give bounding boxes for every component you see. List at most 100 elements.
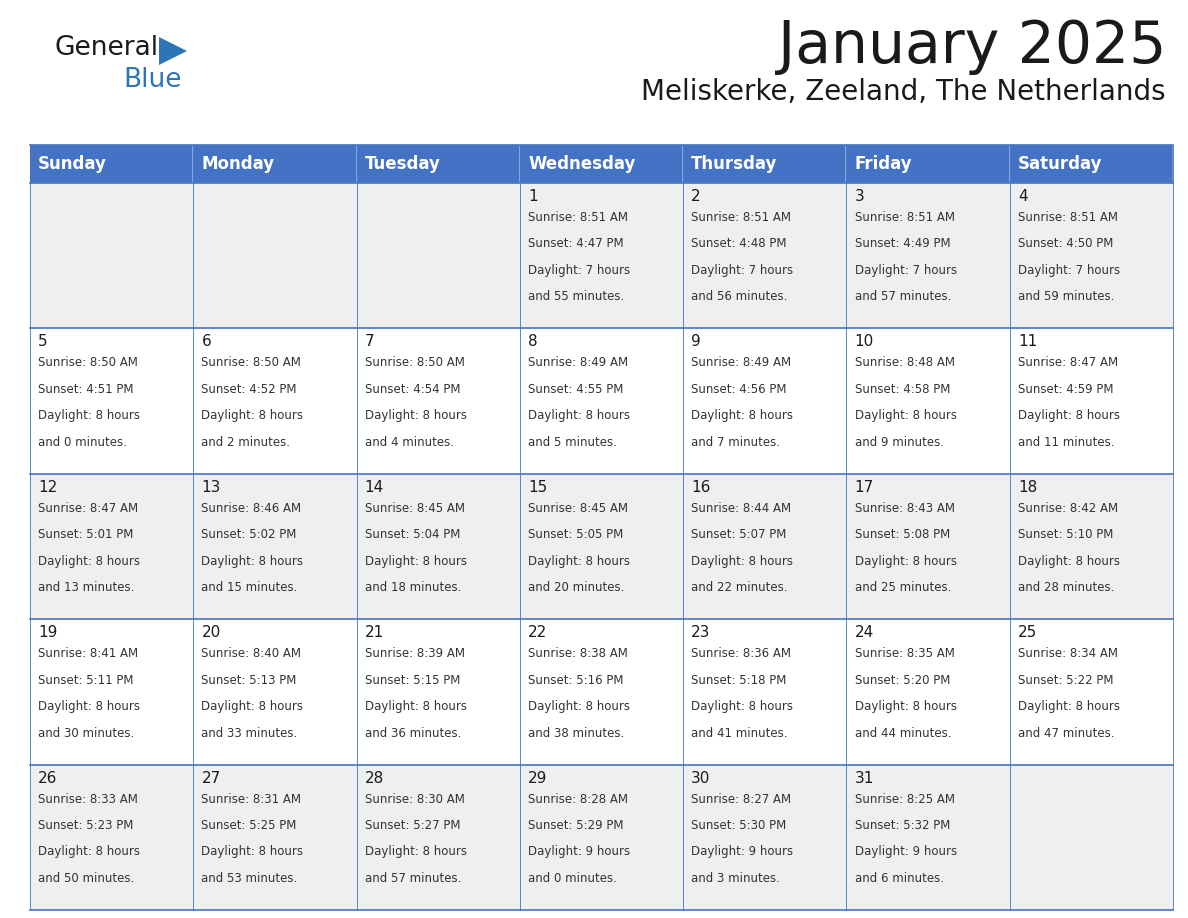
Text: and 33 minutes.: and 33 minutes. [202,726,298,740]
Text: Daylight: 7 hours: Daylight: 7 hours [854,263,956,277]
Text: Daylight: 8 hours: Daylight: 8 hours [365,409,467,422]
Text: Sunset: 4:49 PM: Sunset: 4:49 PM [854,238,950,251]
Text: Sunrise: 8:38 AM: Sunrise: 8:38 AM [527,647,628,660]
Text: and 44 minutes.: and 44 minutes. [854,726,952,740]
Text: Sunrise: 8:31 AM: Sunrise: 8:31 AM [202,792,302,806]
Text: Sunrise: 8:51 AM: Sunrise: 8:51 AM [1018,211,1118,224]
Text: Sunset: 5:23 PM: Sunset: 5:23 PM [38,819,133,832]
Text: Sunrise: 8:46 AM: Sunrise: 8:46 AM [202,502,302,515]
Text: Sunset: 5:10 PM: Sunset: 5:10 PM [1018,528,1113,542]
Text: Daylight: 8 hours: Daylight: 8 hours [854,409,956,422]
Text: 21: 21 [365,625,384,640]
Text: Sunset: 4:48 PM: Sunset: 4:48 PM [691,238,786,251]
Text: and 55 minutes.: and 55 minutes. [527,290,624,303]
Text: Daylight: 8 hours: Daylight: 8 hours [691,409,794,422]
Text: Thursday: Thursday [691,155,778,173]
Text: and 59 minutes.: and 59 minutes. [1018,290,1114,303]
Text: 29: 29 [527,770,548,786]
Text: Sunrise: 8:40 AM: Sunrise: 8:40 AM [202,647,302,660]
Text: Sunrise: 8:35 AM: Sunrise: 8:35 AM [854,647,954,660]
Text: 25: 25 [1018,625,1037,640]
Text: 3: 3 [854,189,865,204]
Text: Daylight: 8 hours: Daylight: 8 hours [1018,409,1120,422]
Text: and 0 minutes.: and 0 minutes. [38,436,127,449]
Text: and 18 minutes.: and 18 minutes. [365,581,461,594]
Text: Sunset: 5:27 PM: Sunset: 5:27 PM [365,819,460,832]
Text: Sunrise: 8:45 AM: Sunrise: 8:45 AM [365,502,465,515]
Text: Sunrise: 8:47 AM: Sunrise: 8:47 AM [1018,356,1118,369]
Text: and 57 minutes.: and 57 minutes. [854,290,950,303]
Bar [30,183,1173,329]
Text: and 25 minutes.: and 25 minutes. [854,581,950,594]
Text: Daylight: 8 hours: Daylight: 8 hours [854,700,956,713]
Text: Sunset: 5:25 PM: Sunset: 5:25 PM [202,819,297,832]
Text: Sunset: 5:29 PM: Sunset: 5:29 PM [527,819,624,832]
Text: Sunrise: 8:50 AM: Sunrise: 8:50 AM [365,356,465,369]
Text: Sunset: 5:13 PM: Sunset: 5:13 PM [202,674,297,687]
Text: Sunrise: 8:51 AM: Sunrise: 8:51 AM [854,211,955,224]
Text: Sunrise: 8:51 AM: Sunrise: 8:51 AM [527,211,628,224]
Text: Daylight: 8 hours: Daylight: 8 hours [202,409,303,422]
Text: Daylight: 7 hours: Daylight: 7 hours [691,263,794,277]
Bar [30,474,1173,620]
Text: Sunrise: 8:34 AM: Sunrise: 8:34 AM [1018,647,1118,660]
Text: Sunrise: 8:49 AM: Sunrise: 8:49 AM [691,356,791,369]
Text: January 2025: January 2025 [778,18,1165,75]
Text: Daylight: 8 hours: Daylight: 8 hours [38,409,140,422]
Text: Sunrise: 8:30 AM: Sunrise: 8:30 AM [365,792,465,806]
Text: and 5 minutes.: and 5 minutes. [527,436,617,449]
Text: Sunset: 4:52 PM: Sunset: 4:52 PM [202,383,297,396]
Text: Sunset: 4:55 PM: Sunset: 4:55 PM [527,383,624,396]
Text: and 56 minutes.: and 56 minutes. [691,290,788,303]
Text: Daylight: 8 hours: Daylight: 8 hours [691,700,794,713]
Bar [30,329,1173,474]
Text: Daylight: 8 hours: Daylight: 8 hours [365,845,467,858]
Text: and 50 minutes.: and 50 minutes. [38,872,134,885]
Text: Daylight: 8 hours: Daylight: 8 hours [38,845,140,858]
Text: Tuesday: Tuesday [365,155,441,173]
Text: Daylight: 8 hours: Daylight: 8 hours [38,554,140,567]
Text: 6: 6 [202,334,211,350]
Text: and 53 minutes.: and 53 minutes. [202,872,298,885]
Bar [1010,145,1173,183]
Text: and 38 minutes.: and 38 minutes. [527,726,624,740]
Text: and 30 minutes.: and 30 minutes. [38,726,134,740]
Text: Sunrise: 8:44 AM: Sunrise: 8:44 AM [691,502,791,515]
Text: Daylight: 8 hours: Daylight: 8 hours [527,554,630,567]
Text: 2: 2 [691,189,701,204]
Text: Sunset: 4:54 PM: Sunset: 4:54 PM [365,383,460,396]
Bar [30,145,194,183]
Text: Sunset: 4:50 PM: Sunset: 4:50 PM [1018,238,1113,251]
Text: and 36 minutes.: and 36 minutes. [365,726,461,740]
Bar [683,145,846,183]
Text: and 41 minutes.: and 41 minutes. [691,726,788,740]
Text: and 2 minutes.: and 2 minutes. [202,436,290,449]
Text: Sunrise: 8:42 AM: Sunrise: 8:42 AM [1018,502,1118,515]
Text: Sunrise: 8:25 AM: Sunrise: 8:25 AM [854,792,955,806]
Text: Sunset: 4:58 PM: Sunset: 4:58 PM [854,383,950,396]
Text: Sunrise: 8:33 AM: Sunrise: 8:33 AM [38,792,138,806]
Text: Daylight: 8 hours: Daylight: 8 hours [202,700,303,713]
Bar [30,765,1173,910]
Text: Sunrise: 8:27 AM: Sunrise: 8:27 AM [691,792,791,806]
Text: 26: 26 [38,770,57,786]
Text: and 57 minutes.: and 57 minutes. [365,872,461,885]
Text: Sunset: 4:51 PM: Sunset: 4:51 PM [38,383,134,396]
Text: Sunset: 4:59 PM: Sunset: 4:59 PM [1018,383,1113,396]
Text: and 13 minutes.: and 13 minutes. [38,581,134,594]
Text: 30: 30 [691,770,710,786]
Text: and 20 minutes.: and 20 minutes. [527,581,625,594]
Text: 20: 20 [202,625,221,640]
Text: 23: 23 [691,625,710,640]
Text: 9: 9 [691,334,701,350]
Text: Daylight: 8 hours: Daylight: 8 hours [202,845,303,858]
Text: 4: 4 [1018,189,1028,204]
Text: Sunset: 5:16 PM: Sunset: 5:16 PM [527,674,624,687]
Text: Sunset: 5:04 PM: Sunset: 5:04 PM [365,528,460,542]
Text: Sunrise: 8:51 AM: Sunrise: 8:51 AM [691,211,791,224]
Text: and 4 minutes.: and 4 minutes. [365,436,454,449]
Text: 8: 8 [527,334,538,350]
Text: Daylight: 8 hours: Daylight: 8 hours [854,554,956,567]
Text: Daylight: 9 hours: Daylight: 9 hours [527,845,630,858]
Text: Sunrise: 8:49 AM: Sunrise: 8:49 AM [527,356,628,369]
